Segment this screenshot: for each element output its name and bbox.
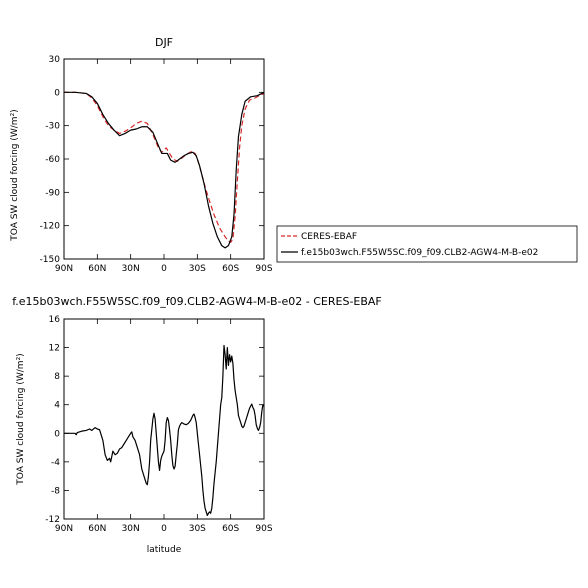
x-tick-label: 60N: [88, 524, 106, 534]
y-axis-label: TOA SW cloud forcing (W/m²): [10, 109, 20, 241]
y-tick-label: -120: [40, 222, 61, 232]
y-tick-label: -4: [51, 458, 60, 468]
x-tick-label: 0: [161, 524, 167, 534]
x-tick-label: 90N: [55, 264, 73, 274]
x-tick-label: 60N: [88, 264, 106, 274]
x-tick-label: 60S: [222, 524, 239, 534]
y-tick-label: -30: [45, 122, 60, 132]
x-tick-label: 90S: [255, 264, 272, 274]
series-line: [64, 91, 265, 249]
legend-box: [276, 225, 578, 263]
legend-label-ceres: CERES-EBAF: [301, 232, 357, 242]
legend: CERES-EBAF f.e15b03wch.F55W5SC.f09_f09.C…: [276, 225, 578, 263]
y-tick-label: 16: [49, 315, 61, 325]
plot-area-difference: 90N 60N 30N 0 30S 60S 90S 16 12 8 4 0 -4 -8 -12: [45, 315, 273, 534]
x-tick-label: 90S: [255, 524, 272, 534]
y-tick-label: 4: [54, 401, 60, 411]
x-axis-label: latitude: [147, 545, 182, 555]
plot-frame: [63, 58, 265, 260]
plot-frame-difference: [63, 318, 265, 520]
chart-panel-bottom: f.e15b03wch.F55W5SC.f09_f09.CLB2-AGW4-M-…: [12, 295, 382, 555]
series-line: [64, 91, 265, 243]
y-tick-label: 8: [54, 372, 60, 382]
x-tick-label: 30S: [189, 264, 206, 274]
y-tick-label: 30: [49, 55, 61, 65]
y-tick-label: 12: [49, 344, 60, 354]
chart-title-difference: f.e15b03wch.F55W5SC.f09_f09.CLB2-AGW4-M-…: [12, 295, 382, 308]
series-line: [64, 344, 265, 517]
y-axis-label-difference: TOA SW cloud forcing (W/m²): [16, 353, 26, 485]
y-tick-label: 0: [54, 429, 60, 439]
y-tick-label: 0: [54, 88, 60, 98]
y-tick-label: -90: [45, 188, 60, 198]
x-tick-label: 0: [161, 264, 167, 274]
plot-area: 90N 60N 30N 0 30S 60S 90S 30 0 -30 -60 -90 -120 -150: [40, 55, 273, 274]
y-tick-label: -8: [51, 486, 60, 496]
y-tick-label: -150: [40, 255, 61, 265]
chart-panel-top: DJF TOA SW cloud forcing (W/m²) 90N 60N 30…: [10, 36, 273, 274]
x-tick-label: 30N: [122, 524, 140, 534]
x-tick-label: 90N: [55, 524, 73, 534]
y-tick-label: -12: [45, 515, 60, 525]
legend-label-model: f.e15b03wch.F55W5SC.f09_f09.CLB2-AGW4-M-…: [301, 248, 538, 258]
y-tick-label: -60: [45, 155, 60, 165]
x-tick-label: 30N: [122, 264, 140, 274]
x-tick-label: 30S: [189, 524, 206, 534]
x-tick-label: 60S: [222, 264, 239, 274]
chart-title: DJF: [155, 36, 173, 49]
